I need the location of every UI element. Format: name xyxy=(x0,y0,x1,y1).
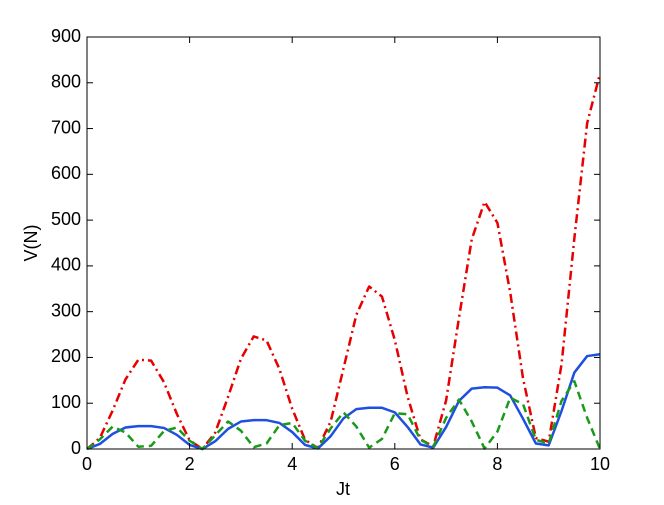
y-tick-label: 800 xyxy=(51,72,81,92)
y-tick-label: 300 xyxy=(51,300,81,320)
x-tick-label: 6 xyxy=(390,454,400,474)
x-tick-label: 2 xyxy=(185,454,195,474)
x-tick-label: 4 xyxy=(287,454,297,474)
y-tick-label: 400 xyxy=(51,255,81,275)
x-tick-label: 0 xyxy=(82,454,92,474)
y-tick-label: 200 xyxy=(51,346,81,366)
y-tick-label: 0 xyxy=(71,438,81,458)
plot-area xyxy=(87,37,600,449)
y-tick-label: 500 xyxy=(51,209,81,229)
series-line xyxy=(86,73,602,451)
y-tick-label: 100 xyxy=(51,392,81,412)
axes-box xyxy=(86,36,601,450)
series-line xyxy=(86,380,602,451)
x-axis-label: Jt xyxy=(336,479,350,499)
y-tick-label: 600 xyxy=(51,163,81,183)
x-tick-label: 8 xyxy=(492,454,502,474)
y-tick-label: 900 xyxy=(51,26,81,46)
y-tick-label: 700 xyxy=(51,117,81,137)
series-line xyxy=(86,353,601,451)
y-axis-label: V(N) xyxy=(21,225,41,262)
x-tick-label: 10 xyxy=(590,454,610,474)
